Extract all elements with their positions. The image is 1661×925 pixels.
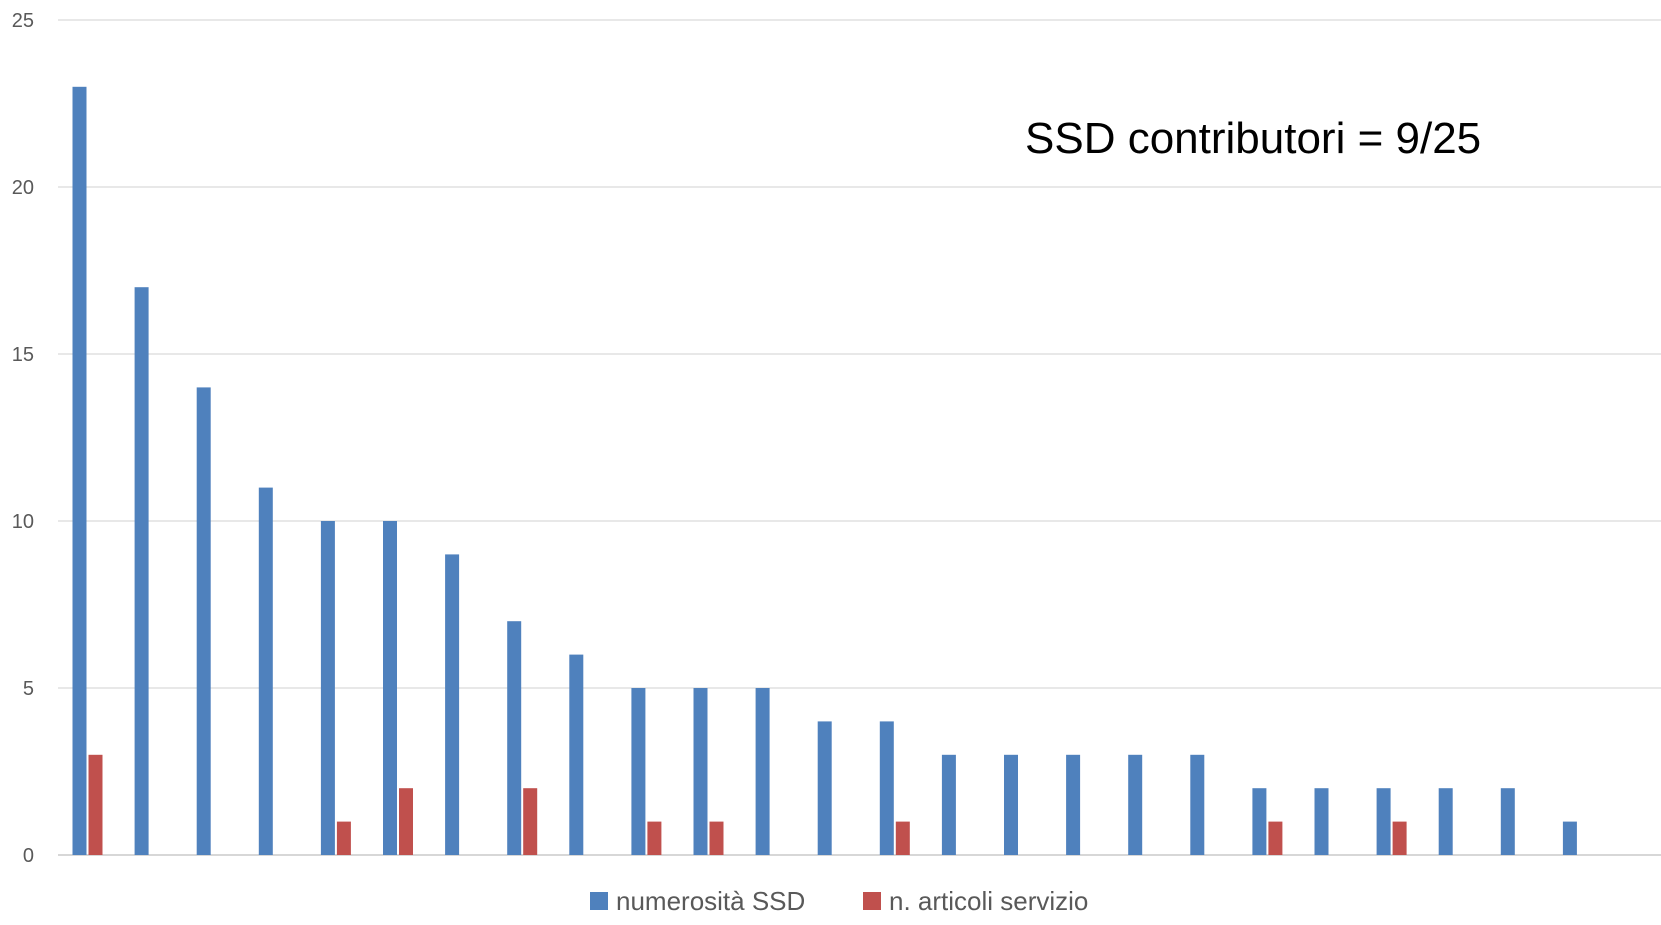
- bar-numerosita: [1314, 788, 1329, 855]
- bar-numerosita: [755, 688, 770, 855]
- legend-swatch: [590, 892, 608, 910]
- bar-numerosita: [445, 554, 460, 855]
- bar-numerosita: [941, 754, 956, 855]
- bar-numerosita: [134, 287, 149, 855]
- y-tick-label: 20: [12, 177, 34, 199]
- bar-numerosita: [693, 688, 708, 855]
- bars: [72, 86, 1577, 856]
- chart-annotation: SSD contributori = 9/25: [1025, 114, 1481, 163]
- y-tick-label: 15: [12, 344, 34, 366]
- bar-articoli: [523, 788, 538, 855]
- bar-numerosita: [258, 487, 273, 855]
- bar-numerosita: [631, 688, 646, 855]
- bar-numerosita: [383, 521, 397, 855]
- bar-numerosita: [879, 721, 894, 855]
- bar-articoli: [399, 788, 413, 855]
- bar-articoli: [1392, 821, 1407, 855]
- bar-numerosita: [817, 721, 832, 855]
- bar-numerosita: [1066, 754, 1081, 855]
- bar-numerosita: [1128, 754, 1143, 855]
- bar-numerosita: [72, 86, 87, 856]
- bar-numerosita: [1500, 788, 1515, 855]
- bar-numerosita: [320, 521, 335, 855]
- bar-numerosita: [196, 387, 211, 855]
- y-tick-label: 25: [12, 10, 34, 32]
- bar-numerosita: [1562, 821, 1577, 855]
- bar-numerosita: [1190, 754, 1205, 855]
- bar-articoli: [336, 821, 351, 855]
- legend-swatch: [863, 892, 881, 910]
- legend-label: numerosità SSD: [616, 886, 805, 916]
- bar-articoli: [647, 821, 662, 855]
- y-axis: 0 5 10 15 20 25: [12, 10, 34, 867]
- bar-numerosita: [1438, 788, 1453, 855]
- legend-label: n. articoli servizio: [889, 886, 1088, 916]
- bar-articoli: [895, 821, 910, 855]
- y-tick-label: 0: [23, 845, 34, 867]
- bar-articoli: [88, 754, 103, 855]
- y-tick-label: 5: [23, 678, 34, 700]
- y-tick-label: 10: [12, 511, 34, 533]
- bar-numerosita: [1004, 754, 1018, 855]
- bar-numerosita: [507, 621, 522, 855]
- legend: numerosità SSD n. articoli servizio: [590, 886, 1088, 916]
- bar-numerosita: [569, 654, 584, 855]
- bar-articoli: [1268, 821, 1283, 855]
- bar-numerosita: [1376, 788, 1391, 855]
- bar-numerosita: [1252, 788, 1267, 855]
- bar-articoli: [709, 821, 724, 855]
